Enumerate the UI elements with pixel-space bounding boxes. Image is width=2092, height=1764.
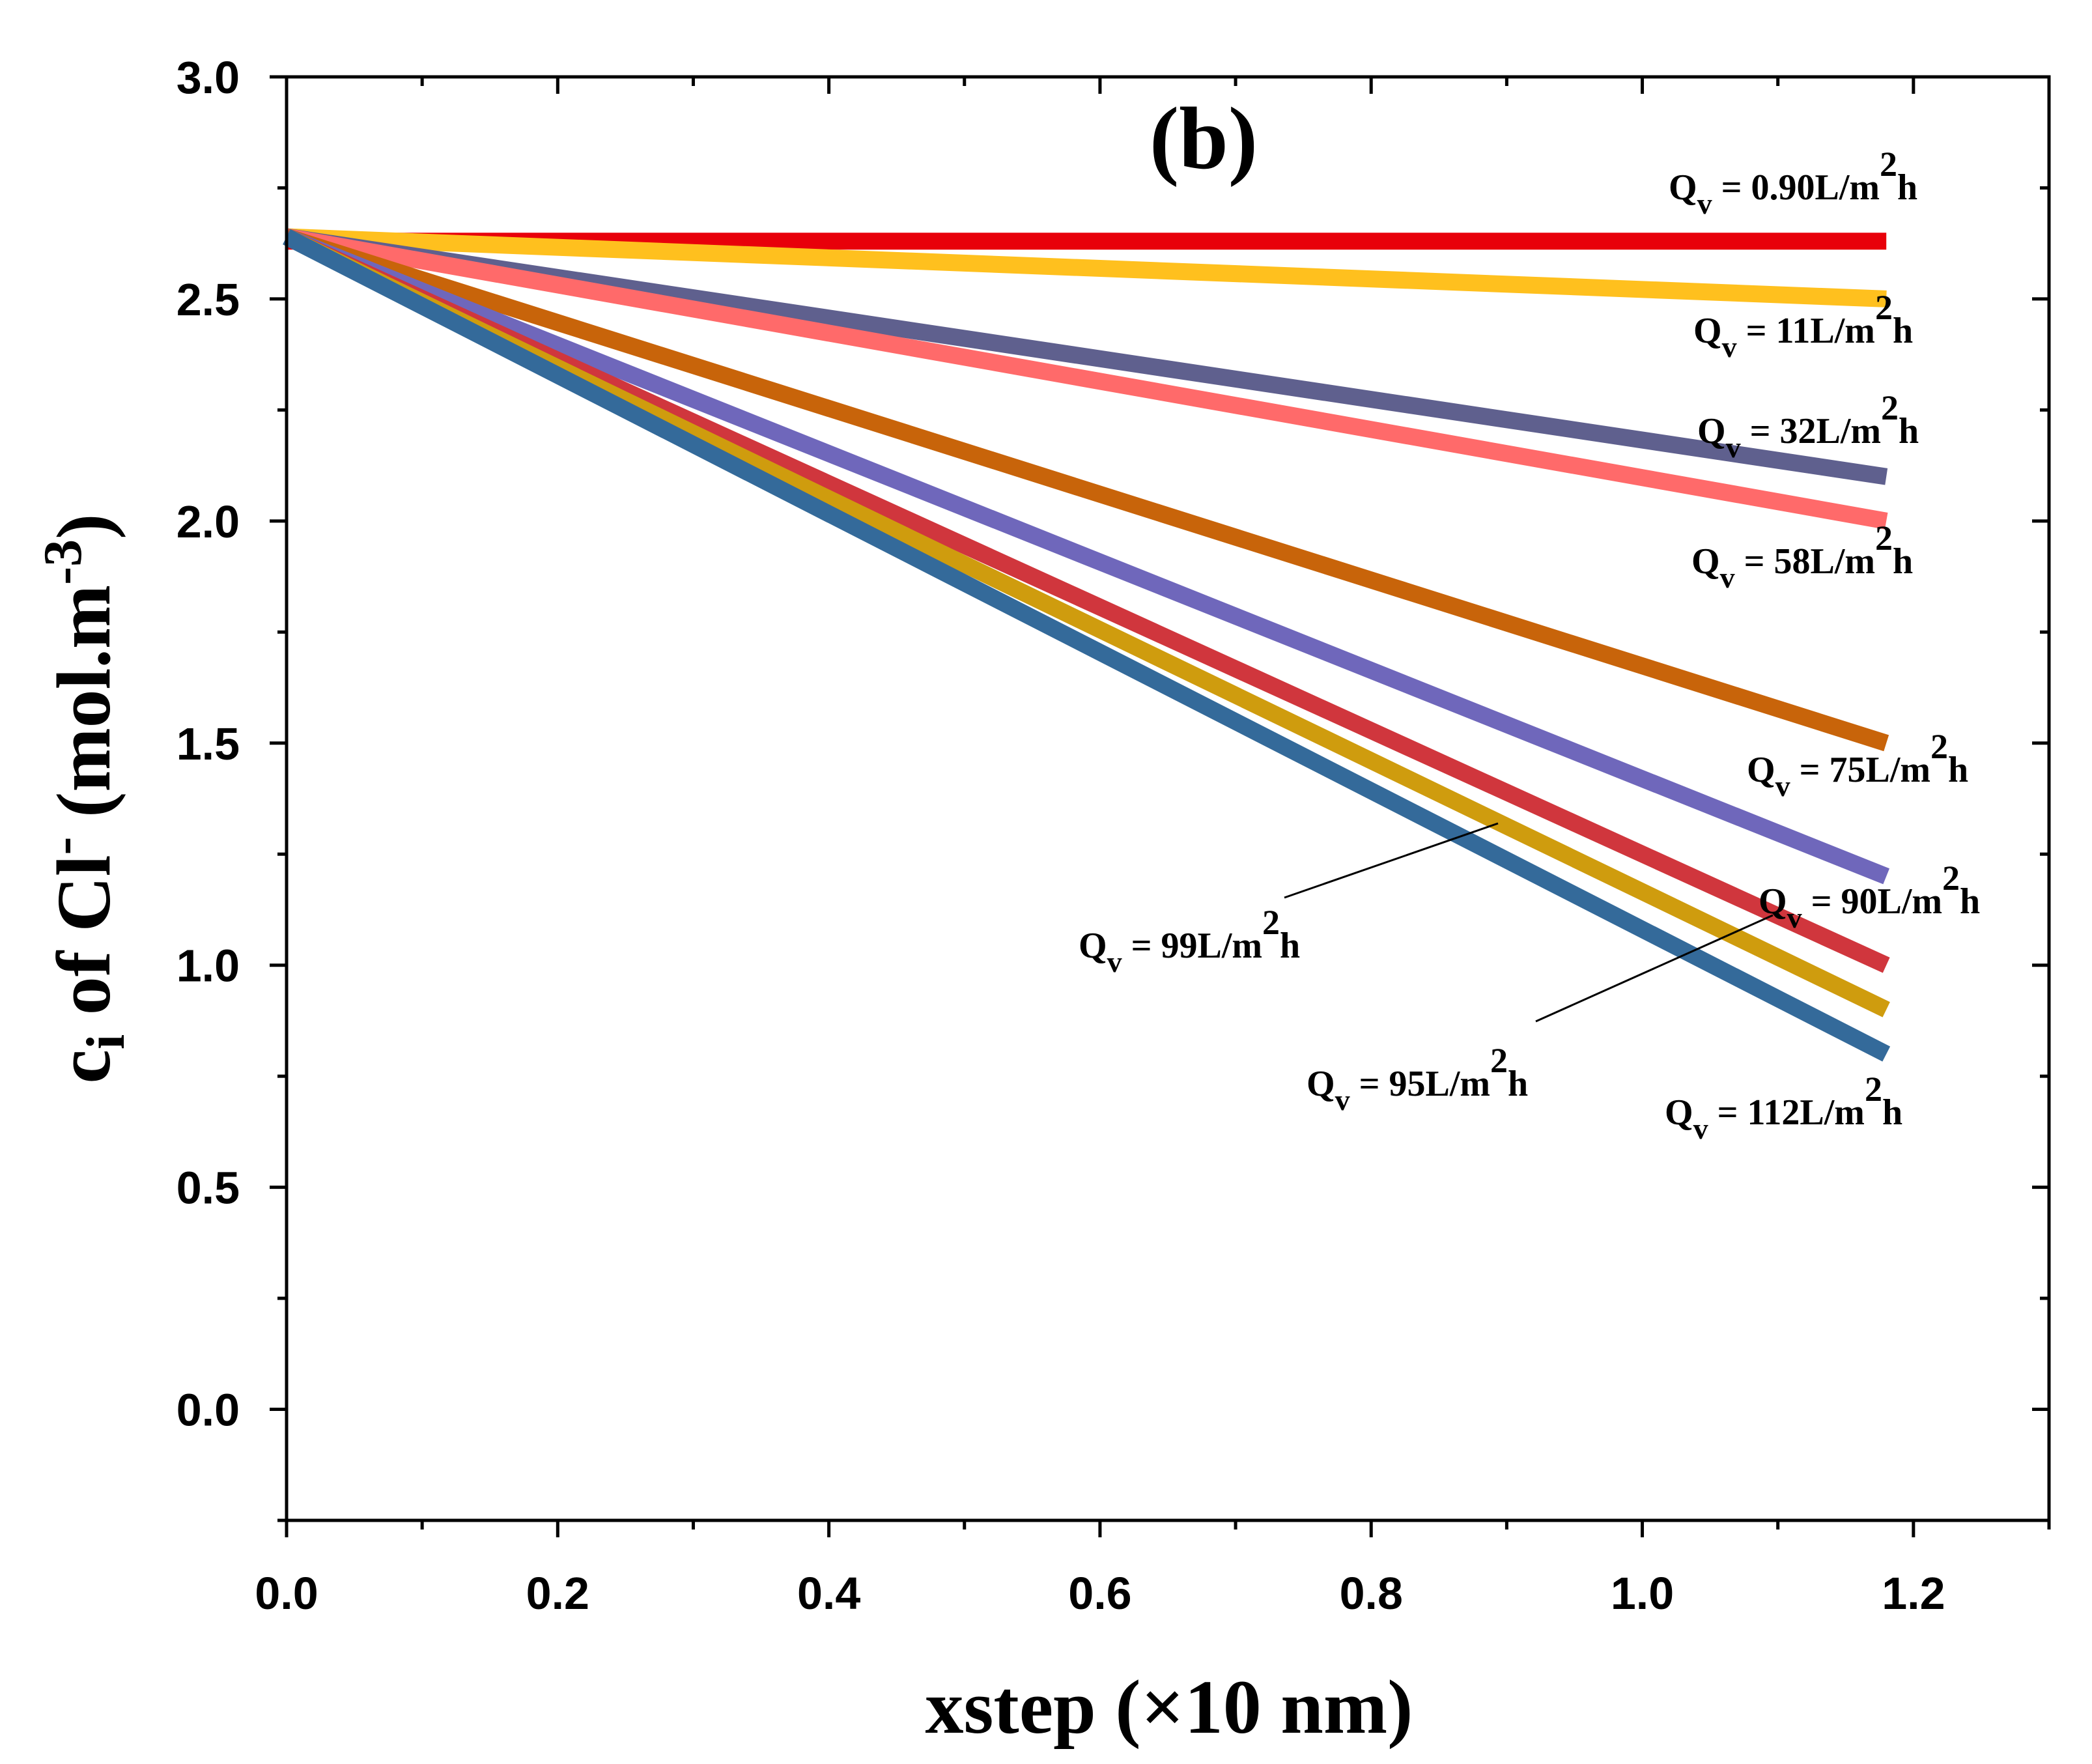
- y-axis-title: ci of Cl- (mol.m-3): [33, 514, 136, 1084]
- y-tick-label: 1.0: [177, 941, 240, 991]
- series-line-6: [283, 229, 1890, 885]
- x-tick-label: 0.6: [1068, 1568, 1131, 1619]
- panel-label: (b): [1150, 90, 1258, 188]
- series-label-layer: Qv = 0.90L/m2h Qv = 11L/m2h Qv = 32L/m2h Qv…: [1079, 145, 1980, 1145]
- series-label-7: Qv = 99L/m2h: [1079, 903, 1300, 978]
- x-tick-label: 0.2: [526, 1568, 589, 1619]
- series-line-4: [285, 228, 1888, 530]
- series-label-9: Qv = 112L/m2h: [1665, 1070, 1902, 1145]
- series-label-1: Qv = 0.90L/m2h: [1669, 145, 1917, 220]
- series-label-8: Qv = 95L/m2h: [1307, 1041, 1528, 1117]
- y-axis-title-charge: -: [33, 836, 93, 855]
- series-label-4: Qv = 58L/m2h: [1691, 519, 1913, 594]
- plot-frame: [285, 75, 2051, 1522]
- y-tick-label: 2.5: [177, 274, 240, 325]
- series-label-3: Qv = 32L/m2h: [1697, 388, 1919, 464]
- series-line-5: [284, 229, 1889, 752]
- series-label-5: Qv = 75L/m2h: [1747, 727, 1968, 803]
- series-line-9: [283, 229, 1891, 1062]
- y-tick-label: 2.0: [177, 496, 240, 547]
- tick-label-layer: 0.0 0.2 0.4 0.6 0.8 1.0 1.2 0.0 0.5 1.0 1.5 2.0 2.5 3…: [177, 52, 1945, 1619]
- series-line-2: [286, 228, 1887, 307]
- x-tick-label: 0.0: [255, 1568, 318, 1619]
- leader-line-layer: [1284, 822, 1774, 1023]
- leader-line-95: [1535, 914, 1774, 1023]
- x-tick-label: 1.0: [1611, 1568, 1674, 1619]
- x-axis-title: xstep (×10 nm): [926, 1664, 1413, 1750]
- leader-line-99: [1284, 822, 1499, 899]
- series-layer: [283, 228, 1891, 1062]
- y-axis-title-unit: (mol.m: [41, 585, 126, 837]
- y-axis-title-base: c: [41, 1049, 126, 1083]
- y-axis-title-close: ): [41, 514, 126, 539]
- y-axis-title-unit-exponent: -3: [33, 539, 93, 585]
- y-tick-label: 3.0: [177, 52, 240, 103]
- y-tick-label: 1.5: [177, 718, 240, 769]
- x-tick-label: 1.2: [1882, 1568, 1945, 1619]
- y-axis-title-ion: of Cl: [41, 855, 126, 1034]
- x-tick-label: 0.8: [1340, 1568, 1403, 1619]
- series-label-2: Qv = 11L/m2h: [1693, 288, 1913, 363]
- y-tick-label: 0.5: [177, 1163, 240, 1214]
- y-tick-label: 0.0: [177, 1385, 240, 1436]
- tick-layer: [270, 75, 2051, 1537]
- y-axis-title-subscript: i: [76, 1034, 136, 1049]
- series-label-6: Qv = 90L/m2h: [1759, 859, 1980, 934]
- x-tick-label: 0.4: [797, 1568, 860, 1619]
